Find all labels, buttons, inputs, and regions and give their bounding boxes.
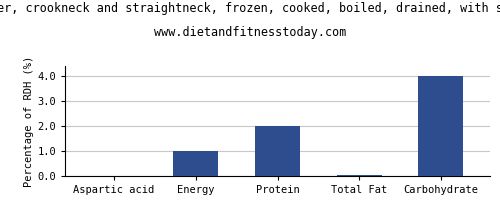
Bar [418,76,464,176]
Text: er, crookneck and straightneck, frozen, cooked, boiled, drained, with s: er, crookneck and straightneck, frozen, … [0,2,500,15]
Y-axis label: Percentage of RDH (%): Percentage of RDH (%) [24,55,34,187]
Bar [174,151,218,176]
Bar [337,175,382,176]
Bar [255,126,300,176]
Text: www.dietandfitnesstoday.com: www.dietandfitnesstoday.com [154,26,346,39]
